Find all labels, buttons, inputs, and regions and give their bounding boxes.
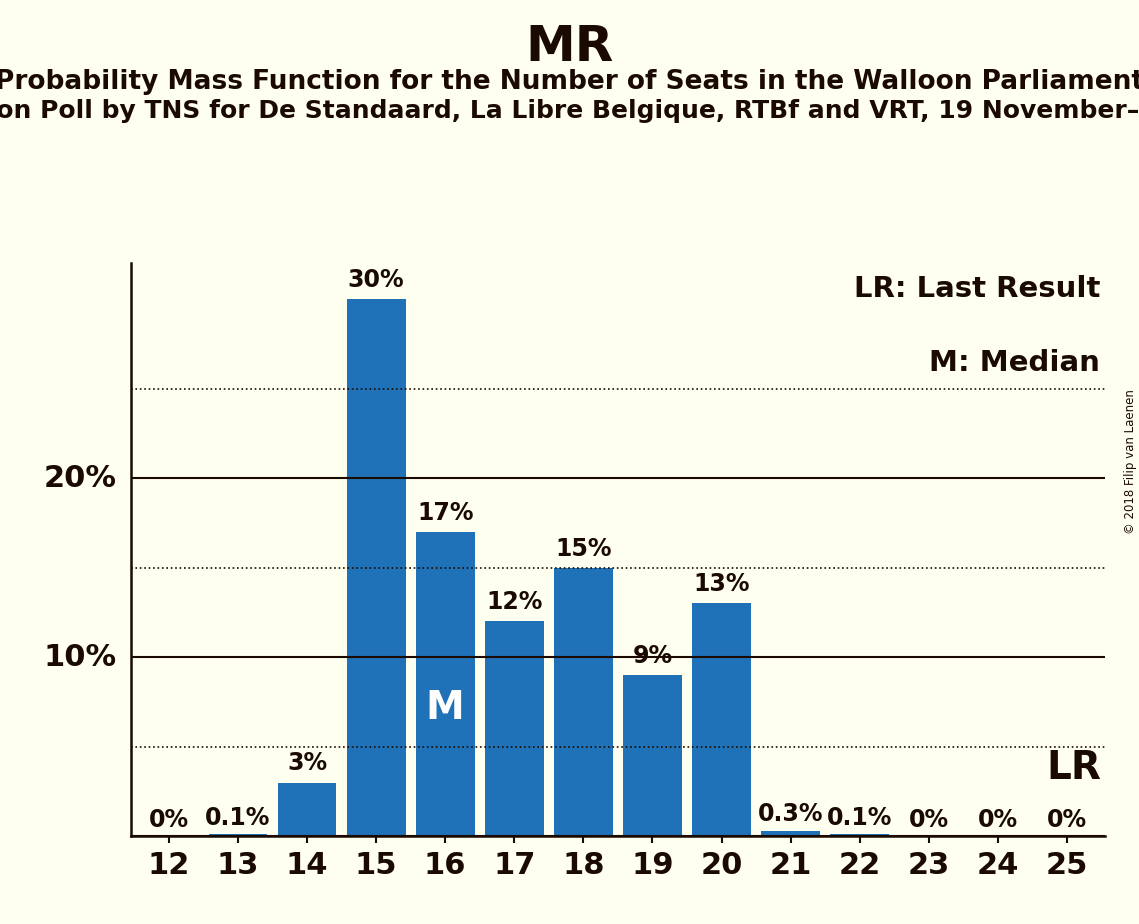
Text: 15%: 15% bbox=[555, 537, 612, 561]
Text: 12%: 12% bbox=[486, 590, 542, 614]
Text: Opinion Poll by TNS for De Standaard, La Libre Belgique, RTBf and VRT, 19 Novemb: Opinion Poll by TNS for De Standaard, La… bbox=[0, 99, 1139, 123]
Bar bbox=[693, 603, 751, 836]
Text: 0.3%: 0.3% bbox=[757, 802, 823, 826]
Text: © 2018 Filip van Laenen: © 2018 Filip van Laenen bbox=[1124, 390, 1137, 534]
Text: Probability Mass Function for the Number of Seats in the Walloon Parliament: Probability Mass Function for the Number… bbox=[0, 69, 1139, 95]
Text: 0%: 0% bbox=[909, 808, 949, 832]
Bar bbox=[554, 567, 613, 836]
Bar bbox=[830, 834, 890, 836]
Text: M: Median: M: Median bbox=[929, 349, 1100, 377]
Text: 0%: 0% bbox=[1047, 808, 1087, 832]
Text: 9%: 9% bbox=[632, 644, 672, 668]
Text: 17%: 17% bbox=[417, 501, 474, 525]
Text: 0.1%: 0.1% bbox=[205, 806, 271, 830]
Bar bbox=[208, 834, 268, 836]
Text: MR: MR bbox=[525, 23, 614, 71]
Text: 20%: 20% bbox=[43, 464, 116, 492]
Text: LR: Last Result: LR: Last Result bbox=[853, 274, 1100, 303]
Text: 13%: 13% bbox=[694, 572, 749, 596]
Bar bbox=[761, 831, 820, 836]
Bar bbox=[346, 299, 405, 836]
Bar bbox=[485, 621, 543, 836]
Text: 10%: 10% bbox=[43, 643, 116, 672]
Text: M: M bbox=[426, 689, 465, 727]
Text: 0%: 0% bbox=[977, 808, 1018, 832]
Text: 0%: 0% bbox=[149, 808, 189, 832]
Text: 3%: 3% bbox=[287, 751, 327, 775]
Text: LR: LR bbox=[1047, 749, 1101, 787]
Text: 0.1%: 0.1% bbox=[827, 806, 892, 830]
Bar bbox=[278, 783, 336, 836]
Bar bbox=[416, 532, 475, 836]
Bar bbox=[623, 675, 682, 836]
Text: 30%: 30% bbox=[347, 268, 404, 292]
